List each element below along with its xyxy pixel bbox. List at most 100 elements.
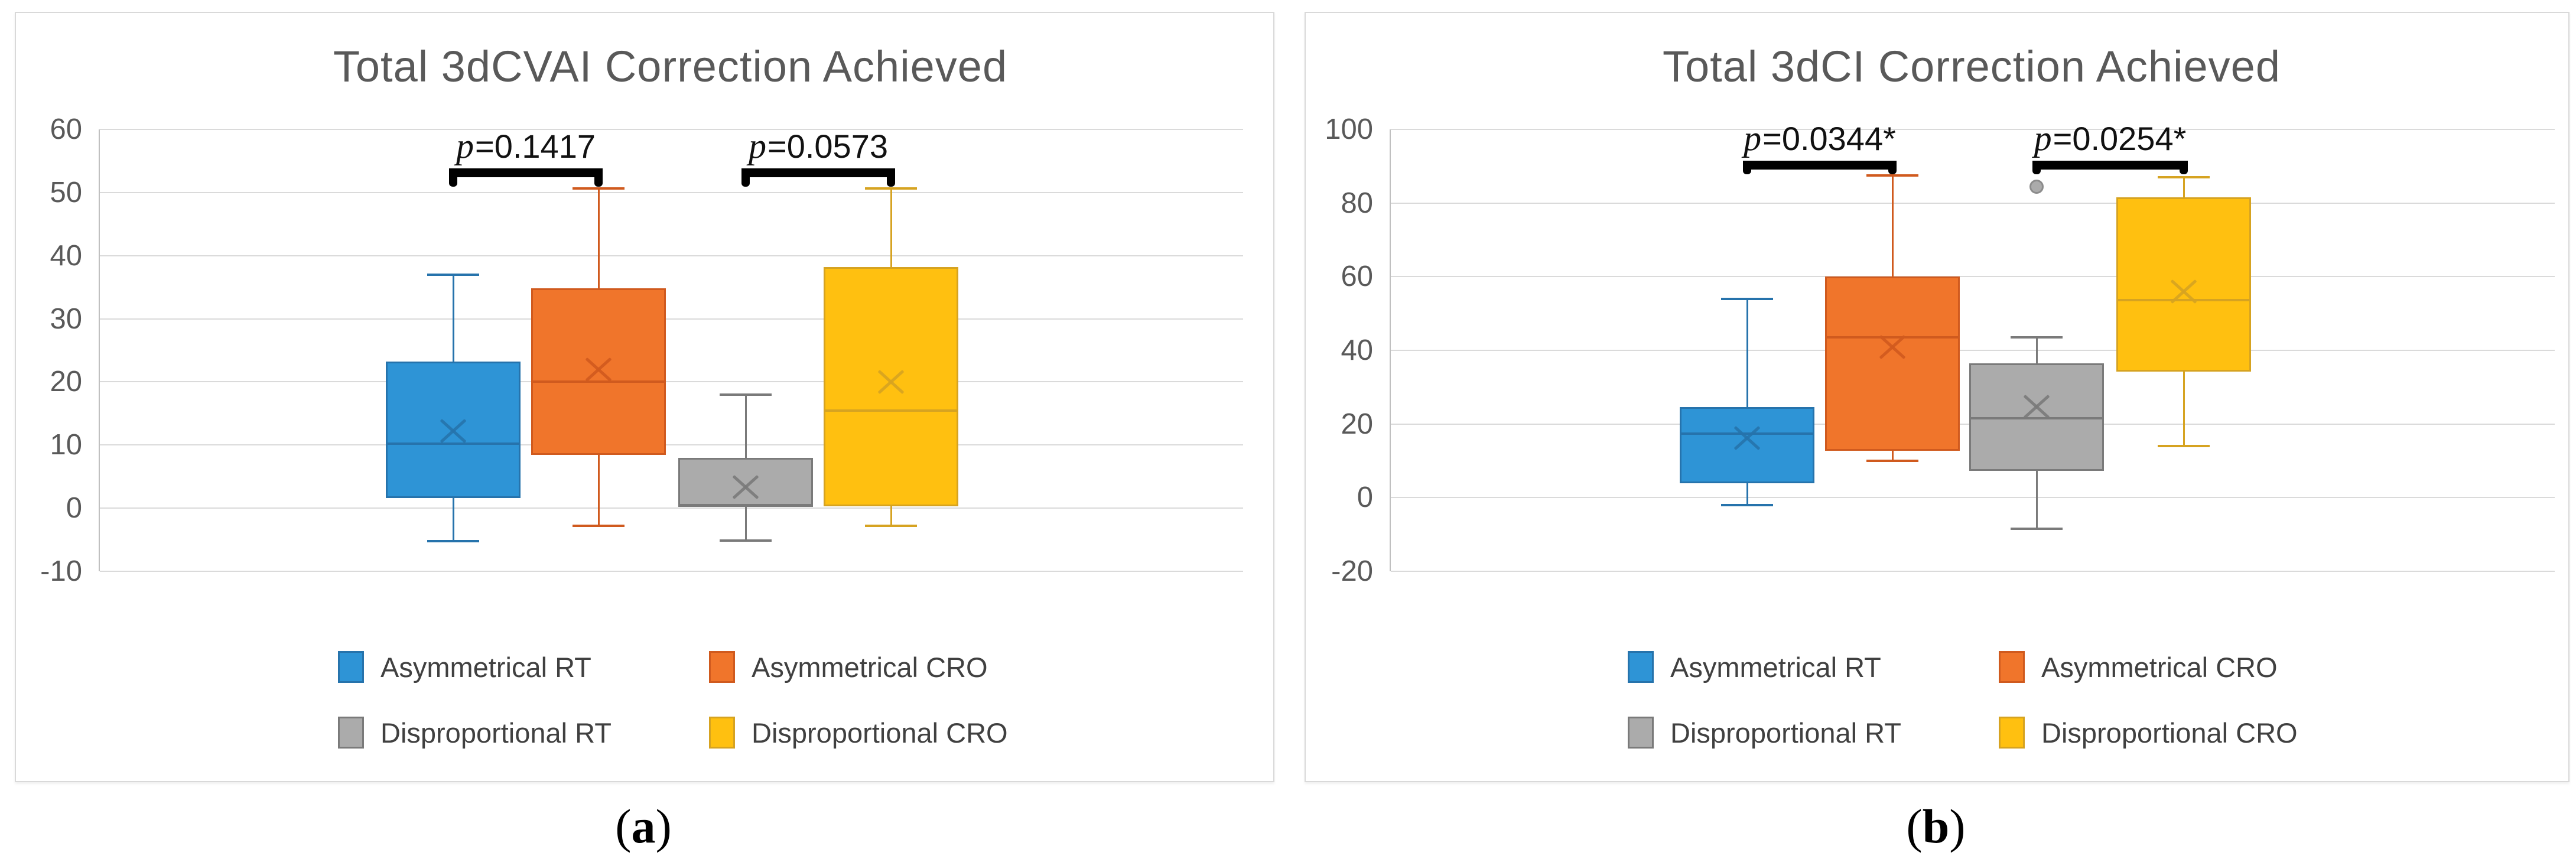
gridline — [100, 129, 1243, 130]
legend-label: Disproportional RT — [380, 717, 612, 749]
median-line — [824, 409, 958, 412]
lower-whisker-line — [452, 498, 454, 541]
upper-whisker-line — [1891, 175, 1894, 277]
chart-title-a: Total 3dCVAI Correction Achieved — [333, 42, 1008, 91]
bracket-left-hook — [1743, 160, 1751, 175]
legend-item-asymmetrical-rt: Asymmetrical RT — [1628, 650, 1881, 684]
upper-whisker-line — [2035, 337, 2038, 363]
y-tick-label: 60 — [1341, 261, 1373, 293]
chart-title-b: Total 3dCI Correction Achieved — [1663, 42, 2281, 91]
y-tick-label: 20 — [50, 366, 82, 398]
y-tick-label: 100 — [1325, 113, 1373, 145]
lower-whisker-cap — [573, 525, 625, 528]
lower-whisker-line — [744, 507, 747, 541]
upper-whisker-cap — [1866, 174, 1918, 177]
p-value-text: =0.0254* — [2053, 119, 2187, 157]
bracket-left-hook — [449, 168, 457, 187]
legend-label: Disproportional RT — [1670, 717, 1901, 749]
bracket-bar — [1743, 160, 1897, 170]
median-line — [531, 380, 666, 383]
p-symbol: p — [456, 126, 474, 166]
plot-area: 60 50 40 30 20 10 0 -10 p=0.1417 p=0.0573 — [40, 113, 1243, 587]
y-tick-label: 50 — [50, 176, 82, 209]
legend-item-disproportional-cro: Disproportional CRO — [1999, 715, 2298, 750]
lower-whisker-line — [890, 506, 892, 526]
bracket-right-hook — [1888, 160, 1897, 175]
legend-label: Asymmetrical CRO — [2041, 651, 2278, 683]
iqr-box — [1825, 276, 1960, 451]
y-tick-label: 80 — [1341, 187, 1373, 219]
p-value-text: =0.0344* — [1762, 119, 1896, 157]
caption-close-paren: ) — [1949, 799, 1966, 853]
mean-marker — [437, 416, 470, 445]
legend-swatch-yellow — [709, 717, 735, 749]
p-symbol: p — [749, 126, 766, 166]
lower-whisker-line — [1891, 450, 1894, 461]
p-value-label: p=0.1417 — [337, 126, 715, 167]
lower-whisker-cap — [1866, 460, 1918, 462]
bracket-right-hook — [2180, 160, 2188, 175]
legend-swatch-yellow — [1999, 717, 2025, 749]
y-tick-label: 60 — [50, 113, 82, 145]
upper-whisker-line — [597, 188, 600, 289]
legend-label: Asymmetrical CRO — [752, 651, 988, 683]
legend-item-disproportional-rt: Disproportional RT — [338, 715, 612, 750]
upper-whisker-cap — [1721, 297, 1773, 300]
legend-swatch-orange — [709, 651, 735, 683]
caption-letter: a — [631, 799, 656, 853]
lower-whisker-cap — [1721, 503, 1773, 506]
legend-swatch-blue — [1628, 651, 1654, 683]
plot-area: 100 80 60 40 20 0 -20 p=0.0344* p=0.0254* — [1325, 113, 2555, 587]
lower-whisker-cap — [2011, 528, 2063, 531]
caption-open-paren: ( — [615, 799, 632, 853]
gridline — [100, 191, 1243, 193]
bracket-bar — [2032, 160, 2188, 170]
caption-letter: b — [1922, 799, 1950, 853]
legend-label: Disproportional CRO — [2041, 717, 2298, 749]
mean-marker — [2167, 276, 2200, 306]
upper-whisker-line — [890, 188, 892, 267]
lower-whisker-cap — [2158, 445, 2210, 448]
legend-item-asymmetrical-cro: Asymmetrical CRO — [709, 650, 988, 684]
legend-item-asymmetrical-cro: Asymmetrical CRO — [1999, 650, 2278, 684]
gridline — [100, 255, 1243, 256]
lower-whisker-cap — [427, 539, 479, 542]
gridline — [1391, 202, 2555, 204]
lower-whisker-line — [2035, 470, 2038, 529]
median-line — [1969, 417, 2104, 419]
caption-close-paren: ) — [655, 799, 672, 853]
median-line — [678, 503, 813, 506]
upper-whisker-cap — [720, 393, 772, 396]
legend-item-asymmetrical-rt: Asymmetrical RT — [338, 650, 591, 684]
upper-whisker-line — [1746, 298, 1748, 407]
median-line — [1680, 432, 1814, 435]
p-value-label: p=0.0573 — [629, 126, 1007, 167]
upper-whisker-cap — [2158, 176, 2210, 179]
y-tick-label: -10 — [40, 555, 82, 587]
lower-whisker-line — [597, 455, 600, 526]
legend-item-disproportional-rt: Disproportional RT — [1628, 715, 1901, 750]
caption-open-paren: ( — [1906, 799, 1923, 853]
p-value-text: =0.1417 — [475, 128, 596, 165]
mean-marker — [2020, 392, 2053, 421]
iqr-box — [2116, 197, 2251, 372]
median-line — [1825, 336, 1960, 339]
p-value-label: p=0.0344* — [1631, 118, 2009, 159]
mean-marker — [874, 367, 908, 396]
y-tick-label: 10 — [50, 429, 82, 461]
lower-whisker-line — [1746, 483, 1748, 505]
legend-swatch-gray — [338, 717, 364, 749]
caption-b: (b) — [1305, 799, 2567, 854]
y-tick-label: 0 — [1357, 481, 1373, 514]
mean-marker — [1876, 332, 1909, 362]
iqr-box — [824, 266, 958, 506]
legend-swatch-orange — [1999, 651, 2025, 683]
legend-swatch-gray — [1628, 717, 1654, 749]
upper-whisker-cap — [573, 187, 625, 190]
gridline — [1391, 571, 2555, 572]
lower-whisker-cap — [865, 525, 917, 528]
median-line — [386, 442, 521, 445]
gridline — [100, 318, 1243, 320]
panel-a: Total 3dCVAI Correction Achieved 60 50 40 3… — [15, 12, 1274, 782]
caption-a: (a) — [15, 799, 1272, 854]
